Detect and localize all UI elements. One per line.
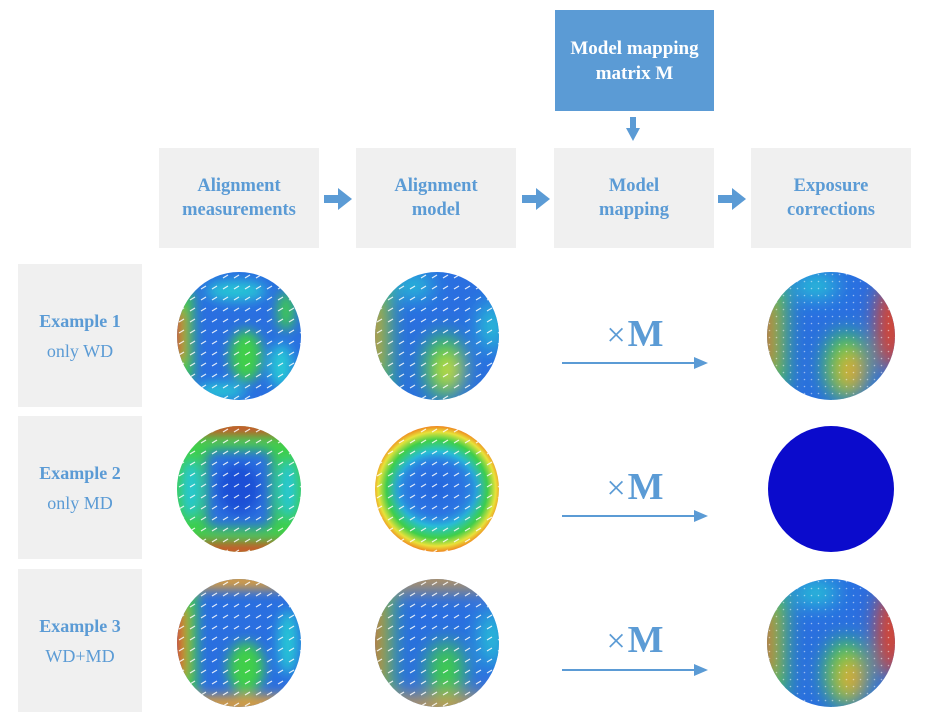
- matrix-box-line2: matrix M: [595, 62, 674, 84]
- times-m-operator: ×M: [600, 312, 670, 356]
- matrix-symbol: M: [627, 466, 664, 508]
- alignment-measurements-map: [177, 272, 301, 400]
- matrix-box-line1: Model mapping: [570, 37, 699, 59]
- right-arrow-icon: [522, 188, 550, 210]
- alignment-model-map: [375, 426, 499, 552]
- example-title: Example 1: [39, 310, 121, 331]
- stage-label-line2: model: [411, 200, 461, 220]
- right-arrow-icon: [562, 664, 708, 676]
- stage-alignment-measurements: Alignment measurements: [159, 148, 319, 248]
- example-subtitle: only WD: [46, 340, 114, 361]
- stage-label-line1: Alignment: [197, 176, 281, 196]
- alignment-measurements-map: [177, 579, 301, 707]
- alignment-measurements-map: [177, 426, 301, 552]
- stage-label-line2: measurements: [182, 200, 296, 220]
- down-arrow-icon: [626, 117, 640, 141]
- alignment-model-map: [375, 272, 499, 400]
- right-arrow-icon: [562, 357, 708, 369]
- example-3-label-box: Example 3 WD+MD: [18, 569, 142, 712]
- alignment-model-map: [375, 579, 499, 707]
- example-title: Example 3: [39, 615, 121, 636]
- stage-model-mapping: Model mapping: [554, 148, 714, 248]
- right-arrow-icon: [562, 510, 708, 522]
- exposure-corrections-map: [767, 579, 895, 707]
- solid-zero-correction-map: [768, 426, 894, 552]
- stage-label-line2: mapping: [599, 200, 669, 220]
- example-title: Example 2: [39, 462, 121, 483]
- times-symbol: ×: [606, 623, 626, 660]
- right-arrow-icon: [718, 188, 746, 210]
- times-m-operator: ×M: [600, 618, 670, 662]
- matrix-symbol: M: [627, 619, 664, 661]
- times-symbol: ×: [606, 317, 626, 354]
- times-m-operator: ×M: [600, 465, 670, 509]
- right-arrow-icon: [324, 188, 352, 210]
- stage-alignment-model: Alignment model: [356, 148, 516, 248]
- model-mapping-matrix-box: Model mapping matrix M: [555, 10, 714, 111]
- stage-label-line1: Exposure: [793, 176, 869, 196]
- example-subtitle: only MD: [47, 492, 113, 513]
- example-2-label-box: Example 2 only MD: [18, 416, 142, 559]
- example-1-label-box: Example 1 only WD: [18, 264, 142, 407]
- stage-exposure-corrections: Exposure corrections: [751, 148, 911, 248]
- matrix-symbol: M: [627, 313, 664, 355]
- exposure-corrections-map: [768, 426, 894, 552]
- exposure-corrections-map: [767, 272, 895, 400]
- stage-label-line1: Model: [608, 176, 660, 196]
- stage-label-line2: corrections: [786, 200, 875, 220]
- stage-label-line1: Alignment: [394, 176, 478, 196]
- example-subtitle: WD+MD: [45, 645, 115, 666]
- times-symbol: ×: [606, 470, 626, 507]
